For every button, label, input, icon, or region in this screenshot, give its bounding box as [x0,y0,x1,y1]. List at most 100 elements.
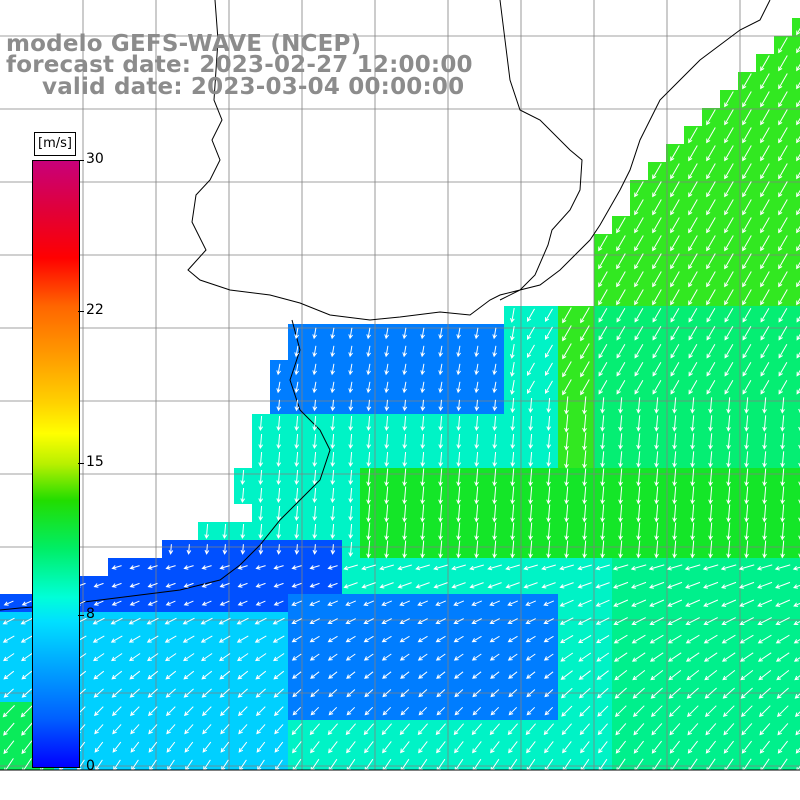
wind-arrow [796,45,800,54]
wind-arrow [94,741,104,753]
wind-arrow [2,617,15,625]
wind-arrow [726,451,731,468]
wind-arrow [294,345,299,358]
wind-arrow [366,327,371,340]
wind-arrow [148,741,158,753]
wind-arrow [508,689,518,698]
wind-arrow [312,345,317,358]
wind-arrow [760,289,770,306]
wind-arrow [721,617,736,625]
wind-arrow [724,289,734,306]
wind-arrow [381,653,392,661]
wind-arrow [276,544,282,555]
wind-arrow [651,740,662,754]
wind-arrow [364,741,374,754]
wind-arrow [741,740,752,754]
wind-arrow [456,468,461,487]
wind-arrow [759,723,771,736]
wind-arrow [294,523,300,540]
wind-arrow [273,653,285,662]
wind-arrow [456,486,461,505]
wind-arrow [146,617,159,625]
wind-arrow [649,581,665,589]
wind-arrow [294,505,300,522]
wind-arrow [111,600,122,606]
wind-arrow [436,671,446,679]
wind-arrow [202,741,212,753]
wind-arrow [384,486,389,505]
wind-arrow [562,379,572,396]
wind-arrow [366,433,372,450]
wind-arrow [636,486,641,505]
wind-arrow [474,486,479,505]
wind-arrow [798,517,800,522]
wind-arrow [798,444,800,450]
wind-arrow [760,344,770,359]
wind-arrow [708,504,713,523]
wind-arrow [111,688,122,698]
wind-arrow [796,297,800,306]
wind-arrow [672,486,677,505]
wind-arrow [346,706,356,716]
coastline [0,0,771,611]
wind-arrow [510,451,516,468]
wind-arrow [201,688,212,698]
wind-arrow [222,544,228,555]
wind-arrow [453,618,464,624]
wind-arrow [631,652,646,662]
wind-arrow [526,741,536,754]
wind-arrow [703,581,719,589]
wind-arrow [670,289,680,306]
wind-arrow [775,634,790,644]
wind-arrow [652,199,662,216]
wind-arrow [577,599,592,607]
wind-arrow [492,363,497,376]
wind-arrow [796,99,800,108]
wind-arrow [273,565,284,570]
wind-arrow [438,399,444,412]
wind-arrow [543,653,554,661]
wind-arrow [541,564,556,571]
wind-arrow [240,487,246,504]
wind-arrow [670,145,680,162]
wind-arrow [237,565,248,570]
wind-arrow [129,706,140,717]
wind-arrow [654,451,659,468]
colorbar-tick [78,615,84,616]
wind-arrow [348,399,354,412]
wind-arrow [600,540,605,559]
wind-arrow [312,381,317,394]
wind-arrow [348,381,353,394]
wind-arrow [128,635,141,643]
wind-arrow [544,706,554,716]
wind-arrow [778,253,788,270]
wind-arrow [796,153,800,162]
wind-arrow [742,326,752,341]
wind-arrow [561,723,572,736]
wind-arrow [598,253,608,270]
wind-cell [792,504,800,522]
wind-arrow [760,271,770,288]
wind-arrow [618,486,623,505]
wind-arrow [366,415,372,432]
wind-arrow [652,271,662,288]
wind-arrow [510,540,515,559]
wind-arrow [742,109,752,126]
wind-arrow [525,723,536,736]
wind-arrow [2,705,15,718]
wind-arrow [183,670,195,680]
wind-arrow [760,253,770,270]
wind-arrow [670,308,680,323]
wind-arrow [760,217,770,234]
wind-arrow [726,397,731,414]
wind-arrow [528,415,534,432]
wind-arrow [690,397,695,414]
wind-arrow [798,481,800,486]
wind-arrow [690,540,695,559]
wind-arrow [129,565,140,570]
wind-arrow [456,345,461,358]
wind-arrow [165,706,176,717]
wind-arrow [706,326,716,341]
wind-cell [792,324,800,342]
wind-arrow [526,326,535,341]
